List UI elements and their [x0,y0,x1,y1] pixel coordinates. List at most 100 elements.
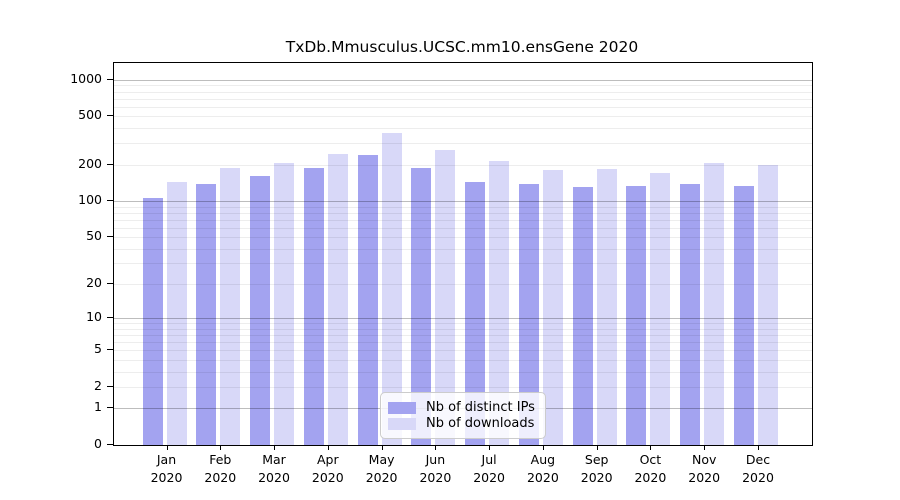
bar-ips-mar [250,176,270,445]
y-tick [107,78,113,80]
x-tick [435,445,437,450]
plot-area: Nb of distinct IPs Nb of downloads [113,62,813,446]
x-tick-month: May [368,452,395,467]
bar-ips-jul [465,181,486,445]
legend-label-downloads: Nb of downloads [426,415,535,431]
y-tick-label: 10 [86,309,102,325]
x-tick [650,445,652,450]
bar-ips-feb [196,183,217,445]
x-tick-label: Sep 2020 [565,451,629,487]
x-tick-year: 2020 [688,470,721,485]
x-tick-label: Nov 2020 [672,451,736,487]
x-tick-month: Jan [156,452,177,467]
x-tick-year: 2020 [258,470,290,485]
bar-ips-dec [734,186,754,445]
x-tick [704,445,706,450]
y-tick-label: 50 [86,228,102,244]
x-tick-month: Dec [745,452,771,467]
bar-ips-nov [680,183,701,445]
y-tick-label: 2 [94,377,102,393]
x-tick [327,445,329,450]
bar-ips-oct [626,186,647,445]
y-tick [107,283,113,284]
x-tick-month: Aug [530,452,556,467]
x-tick-year: 2020 [742,470,774,485]
x-tick-label: Dec 2020 [726,451,790,487]
bar-downloads-feb [220,168,241,445]
x-tick-label: May 2020 [350,451,414,487]
x-tick-year: 2020 [204,470,237,485]
bar-ips-may [357,155,378,445]
y-tick-label: 20 [86,275,102,290]
bar-downloads-jan [166,182,187,445]
x-tick-label: Oct 2020 [618,451,682,487]
legend-swatch-downloads [388,417,416,430]
bar-ips-apr [303,168,324,445]
y-tick-label: 1000 [70,70,102,86]
x-tick-year: 2020 [311,470,344,485]
y-tick [107,385,113,387]
x-tick-year: 2020 [473,470,505,485]
legend-row-distinct-ips: Nb of distinct IPs [388,400,537,415]
y-tick-label: 200 [78,155,102,171]
x-tick [274,445,275,450]
bar-downloads-may [381,132,402,445]
y-tick [107,444,113,445]
bar-ips-aug [518,183,539,445]
bar-downloads-mar [274,162,294,445]
y-tick-label: 5 [94,341,102,357]
x-tick-label: Apr 2020 [296,451,360,487]
x-tick-label: Aug 2020 [511,451,575,487]
bar-ips-sep [572,187,593,445]
y-tick [107,163,113,165]
x-tick-month: Nov [691,452,717,467]
x-tick-label: Jan 2020 [135,451,199,487]
y-tick [107,349,113,351]
x-tick-month: Oct [639,452,662,467]
legend-row-downloads: Nb of downloads [388,416,537,431]
x-tick [542,445,544,450]
y-tick-label: 0 [94,436,102,451]
x-tick-month: Mar [262,452,286,467]
y-tick [107,317,113,319]
x-tick [489,445,491,450]
bar-ips-jan [142,197,163,445]
x-tick-label: Jun 2020 [403,451,467,487]
x-tick [758,445,759,450]
y-tick-label: 1 [94,399,102,415]
bar-ips-jun [411,168,432,445]
legend: Nb of distinct IPs Nb of downloads [380,392,546,439]
x-tick [220,445,222,450]
x-tick-month: Jun [425,452,446,467]
x-tick-year: 2020 [580,470,613,485]
y-tick-label: 500 [78,107,102,123]
x-tick-month: Apr [316,452,339,467]
y-tick [107,407,113,409]
x-tick-label: Feb 2020 [188,451,252,487]
legend-swatch-distinct-ips [388,401,416,414]
x-tick-year: 2020 [634,470,667,485]
bars-layer [114,63,812,445]
y-tick-label: 100 [78,192,102,207]
bar-downloads-nov [704,163,725,445]
legend-layer: Nb of distinct IPs Nb of downloads [114,63,812,445]
x-tick-year: 2020 [526,470,559,485]
x-tick [166,445,168,450]
x-tick-year: 2020 [365,470,398,485]
x-tick-month: Jul [481,452,497,467]
x-tick-month: Feb [209,452,232,467]
bar-downloads-apr [327,154,348,445]
bar-downloads-sep [596,168,617,445]
bar-downloads-jun [435,150,456,445]
x-tick-year: 2020 [419,470,452,485]
bar-downloads-dec [758,164,778,445]
x-tick-label: Mar 2020 [242,451,306,487]
y-tick [107,200,113,201]
bar-downloads-jul [489,160,510,445]
x-tick [381,445,383,450]
x-tick-month: Sep [584,452,609,467]
chart-title: TxDb.Mmusculus.UCSC.mm10.ensGene 2020 [285,38,639,56]
bar-downloads-aug [542,169,563,445]
x-tick [596,445,598,450]
